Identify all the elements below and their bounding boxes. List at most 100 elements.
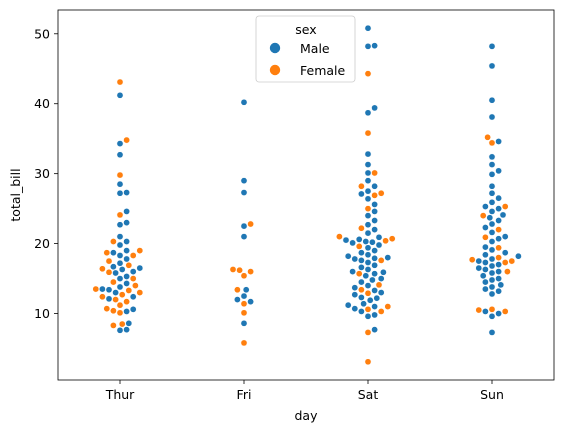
point-sat-female	[355, 243, 363, 250]
point-sun-male	[488, 113, 496, 121]
point-sun-male	[482, 266, 489, 273]
point-sat-male	[364, 212, 372, 219]
point-sun-male	[495, 268, 502, 275]
point-sat-male	[364, 150, 372, 158]
point-sun-female	[482, 233, 489, 241]
point-sat-female	[364, 205, 372, 212]
point-sun-male	[482, 285, 489, 293]
point-sat-male	[371, 287, 378, 294]
point-fri-female	[229, 266, 237, 273]
point-sun-male	[482, 251, 489, 259]
point-sun-female	[475, 306, 483, 314]
point-sun-male	[488, 62, 496, 70]
point-fri-male	[240, 189, 248, 196]
point-sat-male	[373, 294, 381, 302]
point-sun-female	[495, 226, 502, 233]
point-sat-female	[382, 237, 389, 245]
point-sat-female	[364, 129, 372, 137]
point-sun-male	[482, 203, 489, 210]
point-thur-female	[99, 293, 106, 301]
point-fri-female	[240, 300, 248, 308]
point-sun-male	[482, 259, 489, 266]
point-thur-male	[116, 259, 124, 267]
point-fri-male	[240, 292, 248, 300]
point-thur-male	[116, 221, 124, 229]
point-sun-male	[488, 269, 496, 277]
point-thur-male	[123, 208, 130, 215]
point-thur-male	[125, 320, 133, 327]
point-sun-male	[488, 313, 496, 320]
point-thur-male	[116, 252, 124, 259]
point-thur-female	[132, 282, 139, 289]
point-sat-male	[380, 268, 387, 276]
point-thur-female	[118, 320, 126, 328]
point-sun-female	[468, 256, 476, 264]
point-sat-male	[351, 284, 359, 292]
legend-marker-male	[269, 42, 281, 54]
point-sun-male	[495, 235, 502, 243]
point-thur-male	[116, 140, 124, 147]
point-thur-female	[116, 301, 124, 309]
point-sun-male	[482, 308, 489, 315]
point-thur-male	[123, 280, 130, 287]
y-tick-label-30: 30	[34, 166, 50, 181]
point-sat-male	[371, 303, 378, 310]
point-thur-female	[125, 261, 133, 269]
point-sun-male	[488, 238, 496, 245]
point-sun-male	[488, 229, 496, 236]
point-sat-male	[351, 305, 359, 313]
point-thur-female	[136, 289, 144, 296]
point-sun-male	[475, 264, 483, 272]
point-sun-male	[488, 43, 496, 50]
point-thur-male	[123, 326, 130, 333]
point-sun-female	[508, 257, 516, 265]
point-sat-male	[358, 294, 365, 301]
point-sat-male	[369, 238, 376, 246]
point-sat-female	[364, 306, 372, 313]
legend: sex Male Female	[255, 15, 356, 83]
point-sun-male	[488, 96, 496, 104]
point-thur-male	[123, 189, 130, 196]
point-sat-male	[366, 296, 374, 304]
point-thur-male	[112, 289, 119, 296]
point-sat-female	[358, 182, 365, 190]
point-sat-male	[375, 241, 383, 249]
y-tick-label-10: 10	[34, 306, 50, 321]
point-thur-male	[116, 151, 124, 159]
point-sat-male	[364, 251, 372, 259]
point-sat-male	[364, 161, 372, 168]
point-sat-female	[375, 281, 383, 289]
point-thur-male	[116, 189, 124, 197]
point-thur-female	[129, 252, 137, 259]
point-sun-male	[495, 275, 502, 282]
point-thur-male	[116, 241, 124, 249]
point-thur-male	[110, 263, 117, 271]
point-sat-female	[364, 329, 372, 336]
point-sat-male	[377, 289, 385, 296]
point-sun-male	[495, 194, 502, 202]
plot-area-frame	[57, 9, 555, 381]
point-sat-male	[371, 311, 378, 319]
legend-marker-female	[269, 64, 281, 76]
point-sat-male	[349, 268, 356, 275]
point-sat-male	[364, 169, 372, 177]
point-sat-male	[364, 229, 372, 237]
point-sat-male	[364, 282, 372, 289]
point-sat-male	[349, 239, 356, 247]
point-sun-male	[488, 255, 496, 263]
point-thur-male	[112, 269, 119, 277]
legend-box	[255, 15, 356, 83]
point-sun-male	[475, 257, 483, 265]
point-sun-male	[482, 224, 489, 231]
point-sat-male	[364, 259, 372, 266]
x-axis-ticks: Thur Fri Sat Sun	[105, 380, 504, 402]
point-sun-male	[495, 167, 502, 175]
point-sun-female	[484, 133, 491, 141]
y-axis-ticks: 10 20 30 40 50	[34, 26, 58, 321]
point-thur-male	[105, 295, 113, 303]
x-axis-label: day	[295, 408, 319, 423]
point-sat-female	[358, 286, 365, 294]
point-sat-female	[364, 70, 372, 78]
point-sat-male	[351, 291, 359, 299]
point-sat-male	[364, 266, 372, 273]
